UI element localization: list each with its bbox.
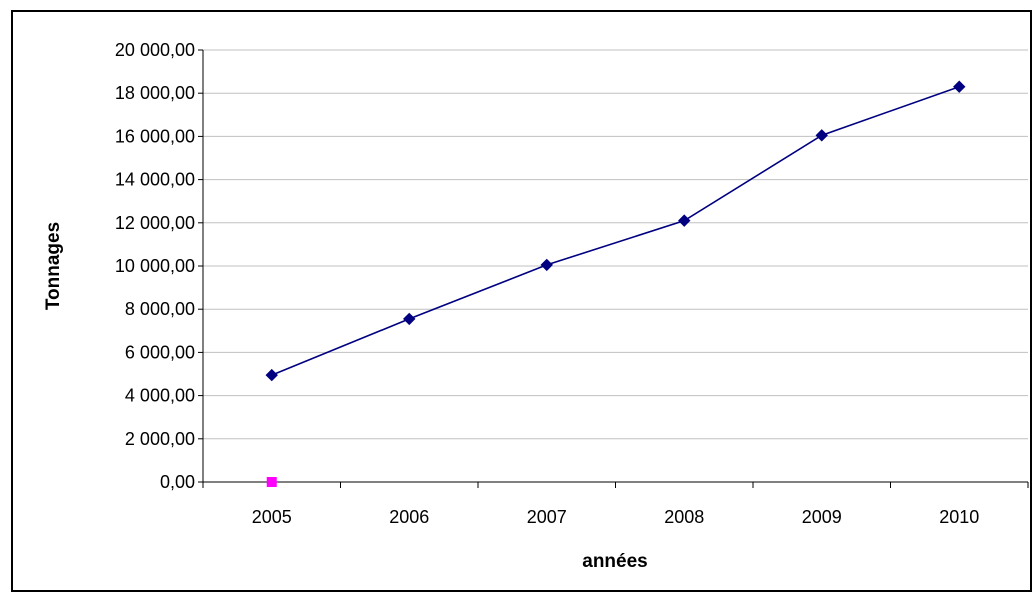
y-tick-label: 4 000,00 (125, 386, 195, 406)
x-tick-labels: 2005 2006 2007 2008 2009 2010 (252, 507, 980, 527)
y-tick-label: 14 000,00 (115, 170, 195, 190)
series-line (271, 85, 960, 376)
y-tick-label: 0,00 (160, 472, 195, 492)
x-tick-label: 2006 (389, 507, 429, 527)
gridlines (203, 49, 1028, 440)
x-tick-label: 2008 (664, 507, 704, 527)
data-point-marker (265, 368, 278, 382)
series (265, 80, 966, 487)
axes (198, 49, 1029, 488)
y-tick-label: 10 000,00 (115, 256, 195, 276)
x-tick-label: 2007 (527, 507, 567, 527)
y-tick-label: 6 000,00 (125, 342, 195, 362)
y-tick-labels: 0,00 2 000,00 4 000,00 6 000,00 8 000,00 10 0… (115, 40, 195, 492)
x-tick-label: 2010 (939, 507, 979, 527)
x-axis-title: années (582, 551, 647, 572)
y-tick-label: 18 000,00 (115, 83, 195, 103)
y-tick-label: 12 000,00 (115, 213, 195, 233)
y-axis-title: Tonnages (43, 222, 64, 310)
y-tick-label: 20 000,00 (115, 40, 195, 60)
data-point-marker (266, 477, 277, 487)
data-point-marker (953, 80, 966, 93)
y-tick-label: 16 000,00 (115, 126, 195, 146)
x-tick-label: 2009 (802, 507, 842, 527)
chart-frame (11, 10, 1032, 592)
data-point-marker (403, 312, 416, 326)
data-point-marker (540, 258, 553, 272)
y-tick-label: 2 000,00 (125, 429, 195, 449)
data-point-marker (815, 129, 828, 142)
x-tick-label: 2005 (252, 507, 292, 527)
y-tick-label: 8 000,00 (125, 299, 195, 319)
data-point-marker (678, 214, 691, 227)
